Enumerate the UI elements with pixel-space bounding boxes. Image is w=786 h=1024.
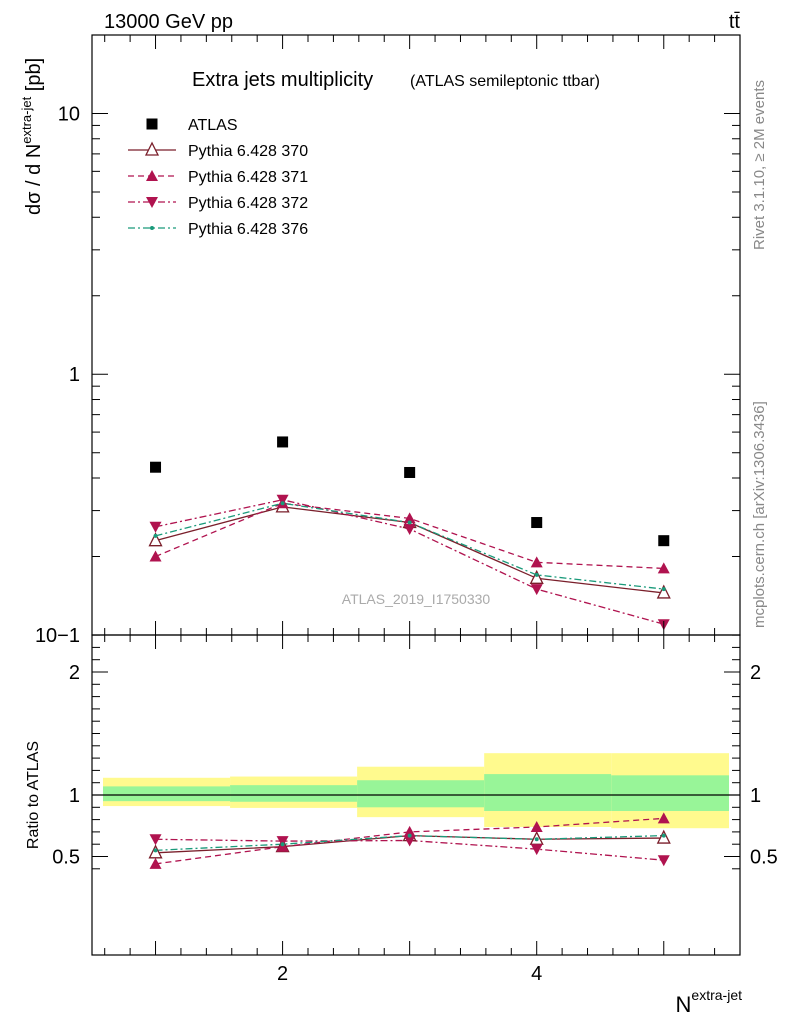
- data-point: [407, 520, 412, 525]
- data-point: [280, 501, 285, 506]
- y-axis-label: dσ / d Nextra-jet [pb]: [19, 58, 45, 215]
- data-point: [149, 550, 162, 562]
- data-point: [276, 494, 289, 506]
- ratio-y-axis-label: Ratio to ATLAS: [25, 741, 42, 849]
- data-point: [534, 572, 539, 577]
- legend-label: Pythia 6.428 376: [188, 221, 308, 238]
- legend-marker: [144, 141, 160, 156]
- data-point: [658, 535, 670, 547]
- ratio-point: [149, 857, 162, 869]
- ratio-panel: 0.5 0.5 1 1 2 2 2 4 Ratio to ATLAS: [25, 634, 778, 985]
- ratio-y-tick-label-right: 0.5: [750, 847, 778, 869]
- ratio-point: [276, 836, 289, 848]
- data-point: [277, 436, 289, 448]
- x-tick-label: 4: [531, 963, 542, 985]
- legend-marker: [146, 118, 158, 130]
- legend-label: Pythia 6.428 372: [188, 195, 308, 212]
- ratio-series-line: [155, 838, 664, 861]
- legend-marker: [146, 197, 158, 208]
- ratio-point: [530, 820, 543, 832]
- ratio-point: [657, 812, 670, 824]
- header-left: 13000 GeV pp: [104, 11, 233, 33]
- ratio-point: [149, 834, 162, 846]
- data-point: [529, 569, 544, 584]
- y-tick-label: 10−1: [35, 625, 80, 647]
- rivet-label: Rivet 3.1.10, ≥ 2M events: [751, 80, 768, 250]
- data-point: [531, 517, 543, 529]
- y-tick-label: 1: [69, 364, 80, 386]
- stat-uncertainty-band: [103, 786, 231, 802]
- legend-label: ATLAS: [188, 117, 238, 134]
- stat-uncertainty-band: [484, 774, 612, 811]
- ratio-point: [403, 825, 416, 837]
- data-point: [657, 562, 670, 574]
- legend-label: Pythia 6.428 370: [188, 143, 308, 160]
- legend-marker: [146, 170, 158, 181]
- data-point: [153, 533, 158, 538]
- ratio-point: [657, 855, 670, 867]
- plot-title: Extra jets multiplicity: [192, 69, 373, 91]
- mcplots-label: mcplots.cern.ch [arXiv:1306.3436]: [751, 401, 768, 628]
- ratio-y-tick-label-right: 2: [750, 662, 761, 684]
- y-tick-label: 10: [58, 103, 80, 125]
- ratio-point: [530, 844, 543, 856]
- ratio-series-line: [155, 834, 664, 851]
- data-point: [148, 532, 163, 547]
- legend-label: Pythia 6.428 371: [188, 169, 308, 186]
- ratio-point: [534, 837, 539, 842]
- stat-uncertainty-band: [611, 775, 729, 811]
- x-tick-label: 2: [277, 963, 288, 985]
- stat-uncertainty-band: [357, 780, 485, 808]
- data-point: [661, 587, 666, 592]
- ratio-point: [153, 848, 158, 853]
- legend: ATLAS Pythia 6.428 370 Pythia 6.428 371 Pyt…: [128, 117, 308, 238]
- ratio-point: [661, 833, 666, 838]
- data-point: [404, 466, 416, 478]
- data-point: [149, 521, 162, 533]
- main-panel: 10−1 1 10 Extra jets multiplicity (ATLAS s…: [19, 34, 741, 955]
- plot-subtitle: (ATLAS semileptonic ttbar): [410, 73, 600, 90]
- data-point: [530, 584, 543, 596]
- data-point: [656, 584, 671, 599]
- watermark: ATLAS_2019_I1750330: [342, 591, 491, 607]
- legend-marker: [150, 226, 154, 230]
- ratio-y-tick-label: 0.5: [52, 847, 80, 869]
- x-axis-label: Nextra-jet: [676, 987, 743, 1017]
- ratio-series-line: [155, 817, 664, 865]
- ratio-point: [280, 842, 285, 847]
- ratio-point: [403, 835, 416, 847]
- ratio-y-tick-label: 1: [69, 785, 80, 807]
- stat-uncertainty-band: [230, 785, 358, 802]
- ratio-point: [407, 833, 412, 838]
- data-point: [403, 512, 416, 524]
- header-right: tt̄: [729, 11, 741, 33]
- data-point: [403, 523, 416, 535]
- ratio-y-tick-label-right: 1: [750, 785, 761, 807]
- data-point: [530, 556, 543, 568]
- data-point: [150, 461, 162, 473]
- ratio-y-tick-label: 2: [69, 662, 80, 684]
